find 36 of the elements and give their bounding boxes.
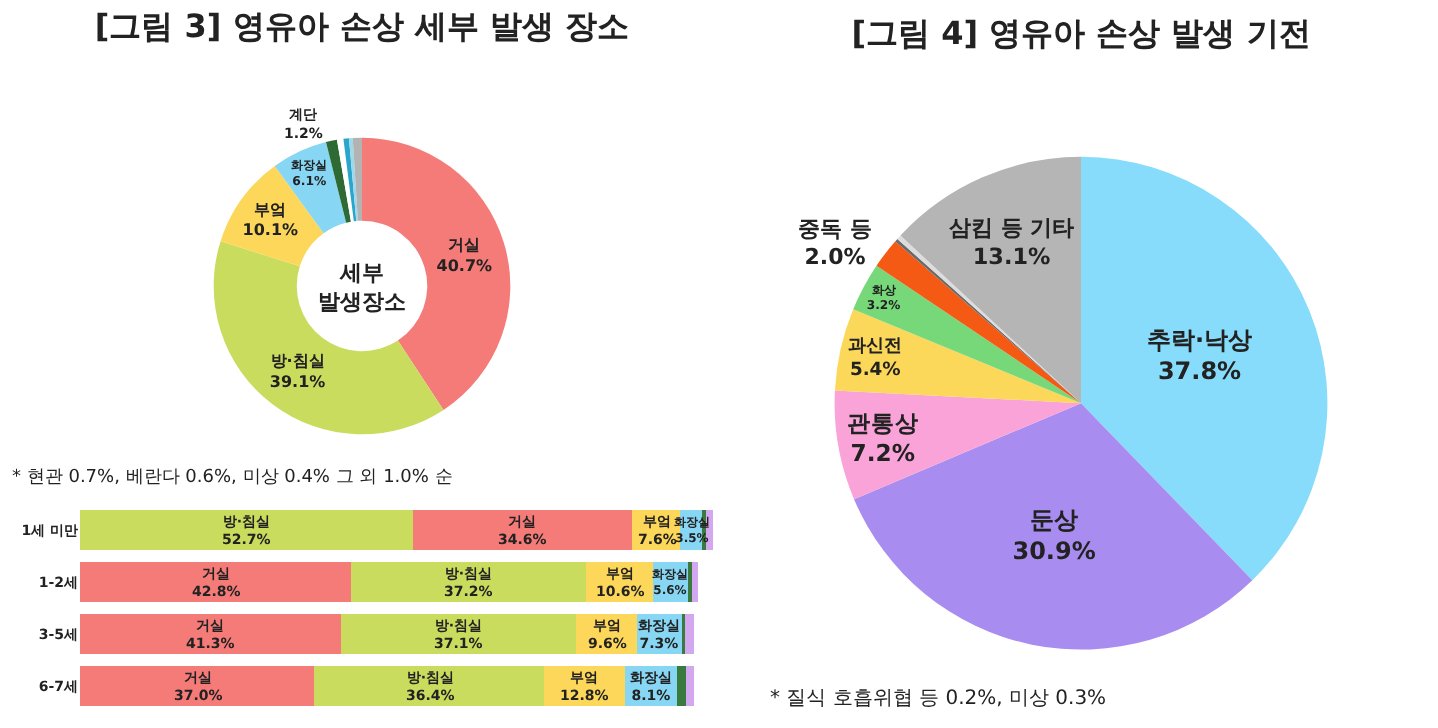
text: * 현관 0.7%, 베란다 0.6%, 미상 0.4% 그 외 1.0% 순 bbox=[12, 468, 453, 488]
slice-label: 추락·낙상 bbox=[1146, 325, 1253, 354]
data-label: 7.2% bbox=[850, 438, 916, 467]
slice-label: 거실 bbox=[448, 235, 481, 254]
slice-label: 중독 등 bbox=[798, 215, 872, 242]
slice-label: 둔상 bbox=[1030, 505, 1079, 534]
data-label: 39.1% bbox=[269, 372, 326, 391]
bar bbox=[684, 613, 695, 655]
bar bbox=[691, 561, 699, 603]
bar bbox=[80, 561, 351, 603]
bar bbox=[314, 665, 545, 707]
data-label: 30.9% bbox=[1012, 537, 1096, 566]
data-label: 10.1% bbox=[242, 221, 299, 240]
pie-slice bbox=[900, 156, 1081, 404]
bar bbox=[350, 561, 587, 603]
slice-label: 관통상 bbox=[846, 408, 919, 437]
bar bbox=[676, 665, 687, 707]
chart-title: [그림 4] 영유아 손상 발생 기전 bbox=[851, 14, 1311, 53]
text: * 질식 호흡위협 등 0.2%, 미상 0.3% bbox=[770, 688, 1107, 710]
data-label: 37.8% bbox=[1157, 356, 1242, 385]
bar bbox=[686, 665, 694, 707]
slice-label: 과신전 bbox=[848, 337, 903, 358]
chart-title: [그림 3] 영유아 손상 세부 발생 장소 bbox=[94, 7, 630, 46]
bar bbox=[80, 613, 342, 655]
bar bbox=[706, 509, 713, 551]
pie-slice bbox=[834, 309, 1081, 404]
bar bbox=[80, 665, 315, 707]
data-label: 40.7% bbox=[436, 256, 493, 275]
data-label: 5.4% bbox=[849, 360, 901, 381]
slice-label: 방·침실 bbox=[270, 351, 325, 370]
slice-label: 부엌 bbox=[254, 200, 287, 219]
data-label: 2.0% bbox=[804, 244, 866, 271]
text: 세부 발생장소 bbox=[318, 260, 406, 315]
bar bbox=[341, 613, 577, 655]
data-label: 13.1% bbox=[972, 243, 1051, 270]
slice-label: 삼킴 등 기타 bbox=[948, 214, 1075, 241]
